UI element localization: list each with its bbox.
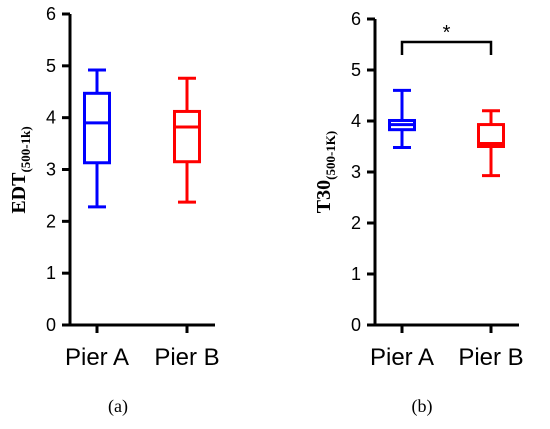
iqr-box — [83, 91, 111, 165]
significance-bracket — [400, 40, 493, 55]
y-axis-label-main: EDT — [8, 172, 30, 214]
y-tick-label: 3 — [46, 160, 56, 180]
chart-panel-1: 0 1 2 3 4 5 6 Pier A Pier B EDT(500-1k) (a) — [8, 4, 220, 417]
x-tick-label: Pier A — [65, 344, 129, 371]
panel-label: (a) — [108, 396, 128, 417]
y-tick-label: 1 — [351, 264, 361, 284]
iqr-box — [173, 109, 201, 164]
y-axis-label-subscript: (500-1K) — [323, 131, 338, 180]
y-tick-label: 6 — [46, 4, 56, 24]
box-pier-b — [477, 109, 505, 178]
x-tick-label: Pier A — [370, 344, 434, 371]
y-axis-label: T30(500-1K) — [313, 131, 338, 213]
panel-label: (b) — [412, 396, 433, 417]
y-tick-label: 1 — [46, 263, 56, 283]
y-tick-label: 2 — [351, 213, 361, 233]
box-pier-a — [388, 88, 416, 150]
y-tick-label: 0 — [351, 315, 361, 335]
chart-panel-2: 0 1 2 3 4 5 6 Pier A Pier B T30(500-1K) * (b) — [313, 9, 524, 417]
box-pier-b — [173, 76, 201, 204]
y-tick-label: 3 — [351, 162, 361, 182]
y-tick-label: 6 — [351, 9, 361, 29]
iqr-box — [477, 123, 505, 148]
y-tick-label: 5 — [351, 60, 361, 80]
x-tick-label: Pier B — [154, 344, 219, 371]
y-tick-label: 4 — [46, 108, 56, 128]
y-tick-label: 5 — [46, 56, 56, 76]
y-tick-label: 2 — [46, 211, 56, 231]
x-tick-label: Pier B — [458, 344, 523, 371]
y-tick-label: 4 — [351, 111, 361, 131]
y-axis-label-subscript: (500-1k) — [18, 126, 33, 172]
y-axis-label-main: T30 — [313, 180, 335, 213]
box-pier-a — [83, 68, 111, 209]
significance-marker: * — [443, 22, 451, 44]
y-axis-label: EDT(500-1k) — [8, 126, 33, 213]
y-tick-label: 0 — [46, 315, 56, 335]
